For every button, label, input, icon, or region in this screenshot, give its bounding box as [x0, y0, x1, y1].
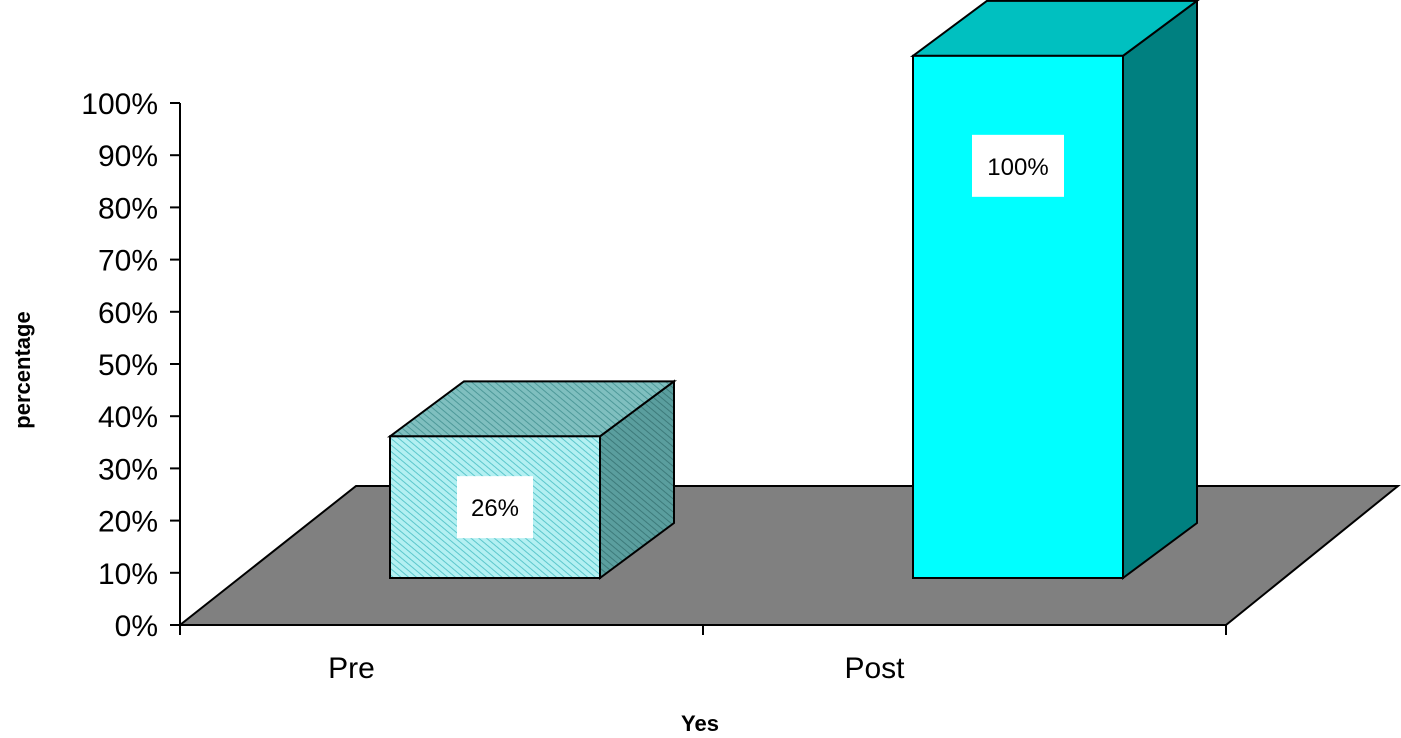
- y-axis-title: percentage: [10, 311, 35, 428]
- category-label-post: Post: [844, 652, 905, 685]
- y-tick-label: 0%: [115, 610, 158, 643]
- y-tick-label: 80%: [98, 192, 158, 225]
- y-tick-label: 90%: [98, 140, 158, 173]
- y-tick-label: 100%: [81, 88, 158, 121]
- chart-floor: [177, 485, 1401, 626]
- data-label-post: 100%: [987, 154, 1048, 181]
- data-label-box-pre: [457, 476, 533, 539]
- y-tick-label: 10%: [98, 558, 158, 591]
- y-tick-label: 70%: [98, 245, 158, 278]
- y-tick-label: 40%: [98, 401, 158, 434]
- y-tick-label: 30%: [98, 453, 158, 486]
- data-label-pre: 26%: [471, 495, 519, 522]
- x-axis-title: Yes: [681, 711, 719, 736]
- bar-post: [912, 54, 1124, 579]
- y-tick-label: 60%: [98, 297, 158, 330]
- data-label-box-post: [972, 134, 1064, 197]
- category-label-pre: Pre: [328, 652, 375, 685]
- y-tick-label: 50%: [98, 349, 158, 382]
- bar-side-post: [1122, 0, 1198, 580]
- y-tick-label: 20%: [98, 506, 158, 539]
